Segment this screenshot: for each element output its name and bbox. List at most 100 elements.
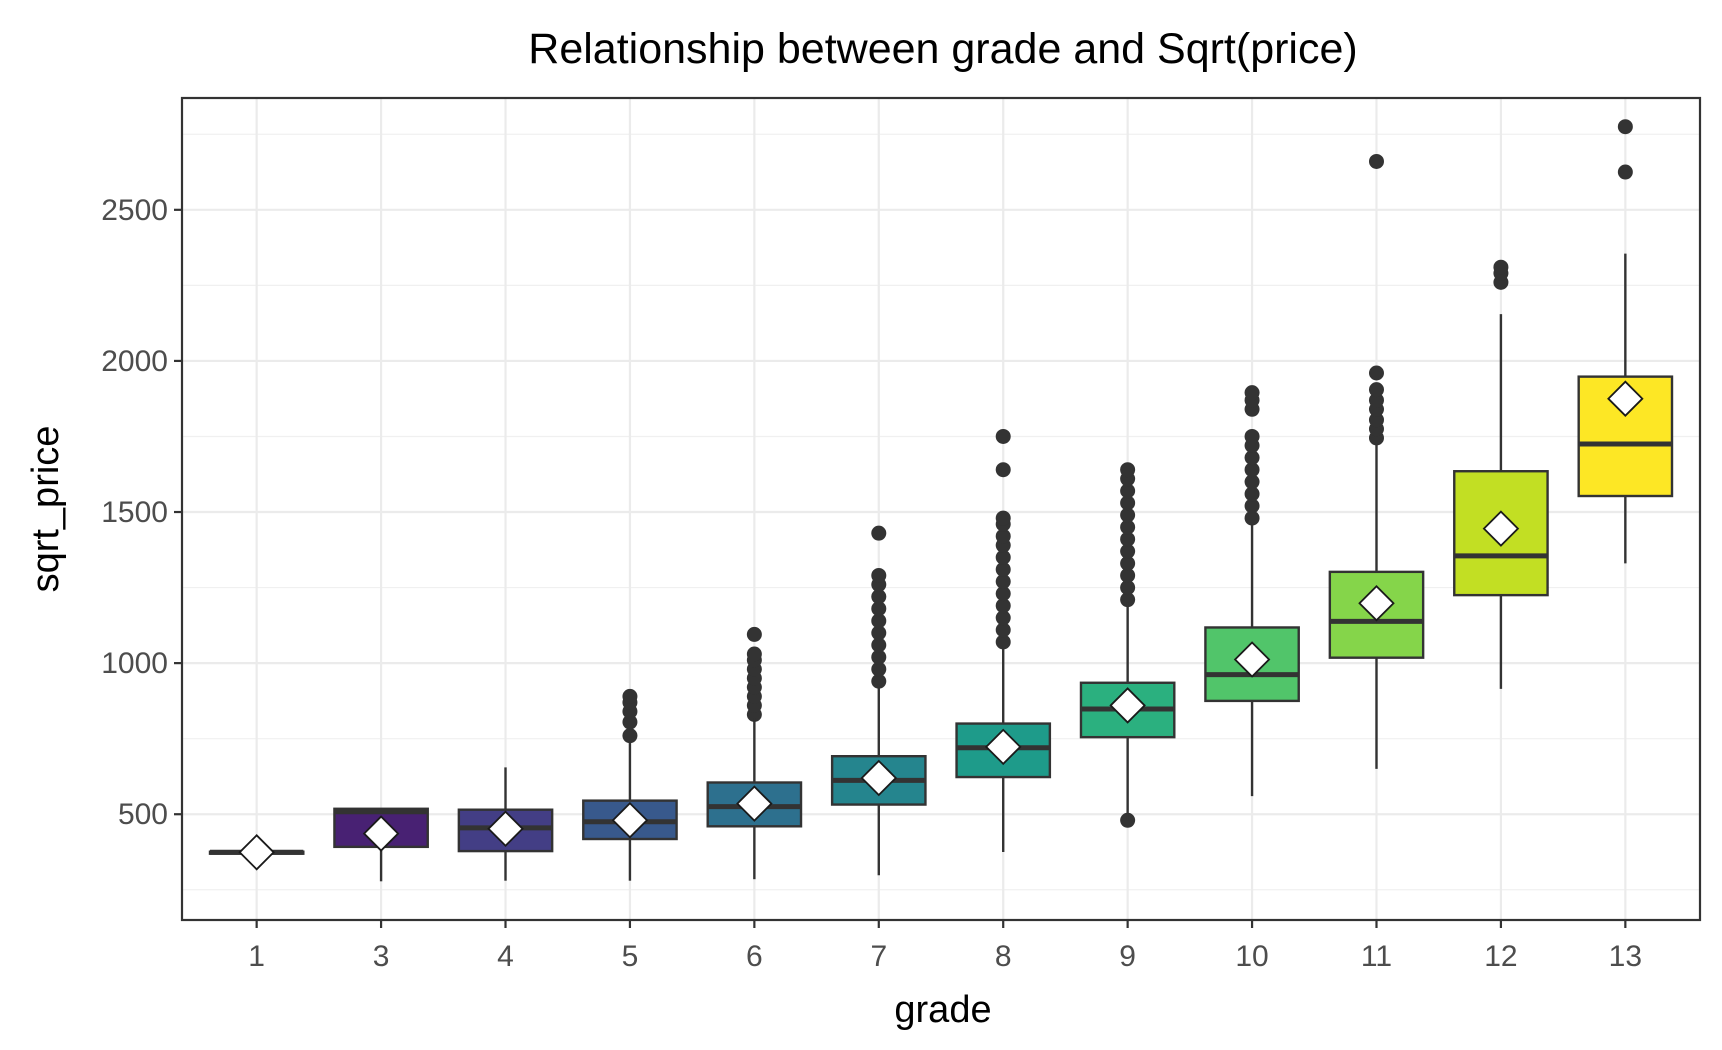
x-tick-label: 7 — [870, 940, 887, 973]
x-tick-label: 9 — [1119, 940, 1136, 973]
x-tick-label: 13 — [1609, 940, 1642, 973]
outlier-point — [1120, 580, 1136, 596]
outlier-point — [1120, 531, 1136, 547]
outlier-point — [871, 589, 887, 605]
x-tick-label: 1 — [248, 940, 265, 973]
outlier-point — [746, 646, 762, 662]
chart-title: Relationship between grade and Sqrt(pric… — [528, 25, 1357, 73]
mean-marker — [1358, 585, 1395, 622]
outlier-point — [1244, 474, 1260, 490]
outlier-point — [1244, 486, 1260, 502]
outlier-point — [871, 649, 887, 665]
outlier-point — [622, 688, 638, 704]
outlier-point — [995, 598, 1011, 614]
outlier-point — [1120, 592, 1136, 608]
outlier-point — [871, 673, 887, 689]
outlier-point — [1120, 555, 1136, 571]
outlier-point — [1120, 519, 1136, 535]
boxplot-grade-7 — [830, 525, 927, 876]
x-tick-label: 6 — [746, 940, 763, 973]
plot-background — [182, 98, 1700, 920]
outlier-point — [871, 637, 887, 653]
outlier-point — [995, 622, 1011, 638]
plot-border — [180, 96, 1702, 922]
outlier-point — [1244, 510, 1260, 526]
outlier-point — [995, 428, 1011, 444]
outlier-point — [1120, 567, 1136, 583]
outlier-point — [622, 714, 638, 730]
outlier-point — [995, 610, 1011, 626]
outlier-point — [1617, 119, 1633, 135]
outlier-point — [622, 728, 638, 744]
boxplot-grade-13 — [1577, 119, 1674, 564]
outlier-point — [1368, 365, 1384, 381]
outlier-point — [871, 613, 887, 629]
boxplot-grade-1 — [208, 834, 305, 871]
mean-marker — [238, 834, 275, 871]
boxplot-grade-9 — [1079, 462, 1176, 828]
x-tick-label: 5 — [622, 940, 639, 973]
outlier-point — [1120, 507, 1136, 523]
outlier-point — [995, 586, 1011, 602]
outlier-point — [1368, 382, 1384, 398]
outlier-point — [1244, 385, 1260, 401]
outlier-point — [1368, 412, 1384, 428]
outlier-point — [995, 634, 1011, 650]
boxplot-grade-4 — [457, 767, 554, 881]
boxplot-grade-12 — [1453, 259, 1549, 689]
y-tick-label: 500 — [118, 798, 168, 831]
x-tick-label: 12 — [1484, 940, 1517, 973]
outlier-point — [1368, 153, 1384, 169]
outlier-point — [995, 462, 1011, 478]
outlier-point — [1244, 498, 1260, 514]
outlier-point — [1120, 543, 1136, 559]
outlier-point — [1368, 392, 1384, 408]
mean-marker — [611, 801, 649, 839]
mean-marker — [362, 815, 400, 852]
outlier-point — [1244, 462, 1260, 478]
outlier-point — [871, 661, 887, 677]
y-tick-label: 1500 — [101, 496, 168, 529]
mean-marker — [1482, 510, 1520, 547]
outlier-point — [995, 574, 1011, 590]
y-axis-title: sqrt_price — [25, 426, 67, 593]
outlier-point — [871, 625, 887, 641]
x-tick-label: 11 — [1361, 940, 1392, 973]
boxplot-grade-8 — [955, 428, 1052, 853]
outlier-point — [871, 525, 887, 541]
outlier-point — [1244, 428, 1260, 444]
boxplot-grade-10 — [1204, 385, 1300, 797]
mean-marker — [736, 785, 773, 822]
x-tick-label: 8 — [995, 940, 1012, 973]
mean-marker — [1109, 687, 1146, 724]
outlier-point — [1120, 462, 1136, 478]
x-tick-label: 10 — [1235, 940, 1268, 973]
outlier-point — [995, 561, 1011, 577]
mean-marker — [984, 728, 1022, 766]
x-axis-title: grade — [894, 989, 991, 1031]
outlier-point — [995, 510, 1011, 526]
boxplot-grade-6 — [706, 626, 803, 880]
x-tick-label: 3 — [373, 940, 390, 973]
outlier-point — [871, 567, 887, 583]
outlier-point — [995, 549, 1011, 565]
outlier-point — [871, 601, 887, 617]
outlier-point — [746, 626, 762, 642]
outlier-point — [1493, 259, 1509, 275]
y-tick-label: 2500 — [101, 194, 168, 227]
x-tick-label: 4 — [497, 940, 514, 973]
mean-marker — [1233, 641, 1271, 678]
boxplots — [208, 119, 1674, 882]
boxplot-grade-3 — [333, 807, 429, 882]
mean-marker — [487, 810, 524, 848]
y-tick-label: 1000 — [101, 647, 168, 680]
outlier-point — [1120, 495, 1136, 511]
outlier-point — [1617, 164, 1633, 180]
boxplot-grade-11 — [1328, 153, 1425, 769]
mean-marker — [860, 759, 898, 797]
outlier-point — [1120, 483, 1136, 499]
boxplot-grade-5 — [582, 688, 678, 881]
y-tick-label: 2000 — [101, 345, 168, 378]
